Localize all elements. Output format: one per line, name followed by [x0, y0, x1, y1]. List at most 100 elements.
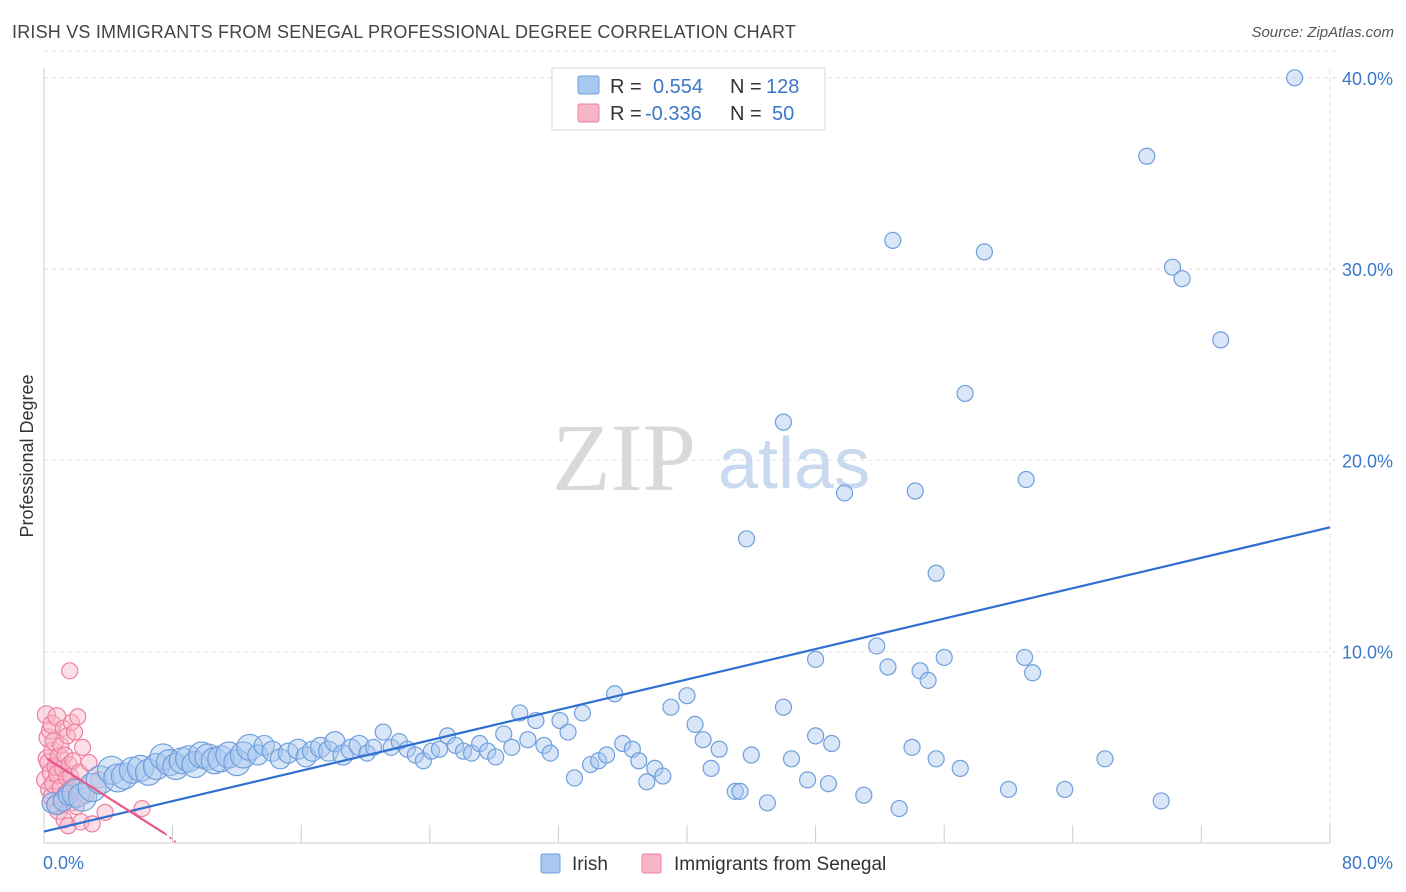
irish-point [935, 648, 953, 667]
legend-swatch-irish [577, 75, 600, 95]
irish-point [1096, 750, 1114, 768]
irish-point [503, 738, 521, 756]
irish-point [364, 738, 383, 756]
watermark: ZIP atlas [552, 404, 870, 511]
x-tick-label-max: 80.0% [1342, 853, 1393, 873]
irish-point [806, 727, 825, 745]
irish-point [519, 731, 537, 749]
y-tick-label-0: 10.0% [1342, 643, 1393, 663]
senegal-point [65, 723, 84, 741]
irish-point [487, 748, 505, 766]
irish-point [975, 243, 993, 261]
irish-point [1286, 69, 1304, 87]
legend-senegal-n-label: N = [730, 103, 762, 125]
irish-point [495, 725, 513, 743]
legend-irish-r-label: R = [610, 76, 642, 98]
irish-point [879, 658, 897, 676]
irish-point [110, 762, 138, 790]
senegal-point [90, 771, 108, 789]
senegal-point [69, 708, 87, 726]
y-tick-label-3: 40.0% [1342, 69, 1393, 89]
axes [43, 68, 1331, 844]
irish-point [430, 740, 449, 758]
irish-point [374, 723, 392, 741]
legend-irish-n-label: N = [730, 76, 762, 98]
irish-point [999, 780, 1018, 799]
irish-point [581, 755, 600, 774]
senegal-point [73, 738, 92, 756]
irish-point [951, 759, 969, 777]
irish-point [726, 782, 744, 800]
senegal-point [61, 662, 79, 680]
irish-point [927, 564, 945, 582]
irish-point [774, 698, 793, 716]
legend-senegal-r-label: R = [610, 103, 642, 125]
irish-point [215, 741, 243, 769]
irish-point [835, 484, 854, 502]
irish-point [819, 775, 838, 793]
legend-senegal-r-value: -0.336 [645, 103, 702, 125]
legend-irish-r-value: 0.554 [653, 76, 703, 98]
irish-point [774, 413, 793, 431]
irish-point [573, 704, 592, 722]
legend-irish-n-value: 128 [766, 76, 799, 98]
irish-point [1152, 792, 1170, 810]
chart-title: IRISH VS IMMIGRANTS FROM SENEGAL PROFESS… [12, 22, 797, 42]
irish-point [855, 786, 873, 804]
senegal-point [52, 736, 70, 755]
irish-point [731, 782, 749, 800]
irish-point [1017, 470, 1035, 489]
x-tick-label-min: 0.0% [43, 853, 84, 873]
watermark-zip-text: ZIP [552, 404, 696, 511]
trendlines [43, 526, 1331, 843]
irish-point [559, 723, 577, 741]
y-tick-label-2: 30.0% [1342, 260, 1393, 280]
irish-point [884, 231, 902, 250]
bottom-legend-senegal: Immigrants from Senegal [674, 854, 886, 875]
irish-point [1212, 331, 1230, 349]
senegal-trendline [46, 757, 166, 835]
irish-point [798, 771, 817, 789]
irish-trendline [43, 526, 1331, 833]
irish-point [1024, 664, 1042, 682]
irish-point [694, 731, 712, 749]
senegal-trendline-extension [164, 832, 177, 843]
bottom-legend-irish: Irish [572, 854, 608, 875]
bottom-legend-swatch-irish [540, 853, 561, 874]
irish-point [919, 671, 937, 689]
irish-points [41, 69, 1304, 818]
irish-point [541, 744, 559, 762]
irish-point [782, 750, 801, 768]
irish-point [906, 482, 924, 500]
legend-senegal-n-value: 50 [772, 103, 794, 125]
irish-point [903, 738, 921, 756]
bottom-legend-swatch-senegal [641, 853, 662, 874]
irish-point [1163, 258, 1182, 276]
irish-point [823, 734, 841, 753]
irish-point [890, 799, 908, 818]
irish-point [702, 759, 720, 777]
irish-point [606, 685, 624, 703]
irish-point [1056, 780, 1074, 799]
irish-point [654, 767, 672, 785]
irish-point [261, 740, 283, 762]
irish-point [678, 687, 696, 705]
irish-point [868, 637, 886, 655]
irish-point [927, 750, 945, 768]
irish-point [598, 746, 616, 764]
source-label: Source: ZipAtlas.com [1251, 24, 1394, 41]
irish-point [614, 734, 632, 753]
irish-point [662, 698, 680, 716]
watermark-atlas-text: atlas [718, 424, 870, 504]
legend-box: R = 0.554 N = 128 R = -0.336 N = 50 [551, 67, 826, 131]
senegal-point [62, 713, 80, 732]
irish-point [956, 384, 974, 403]
irish-point [1138, 147, 1156, 165]
irish-point [806, 650, 825, 668]
grid-lines [44, 50, 1340, 843]
irish-point [1173, 270, 1191, 288]
irish-point [710, 740, 728, 758]
irish-point [758, 794, 776, 812]
irish-point [134, 758, 163, 786]
